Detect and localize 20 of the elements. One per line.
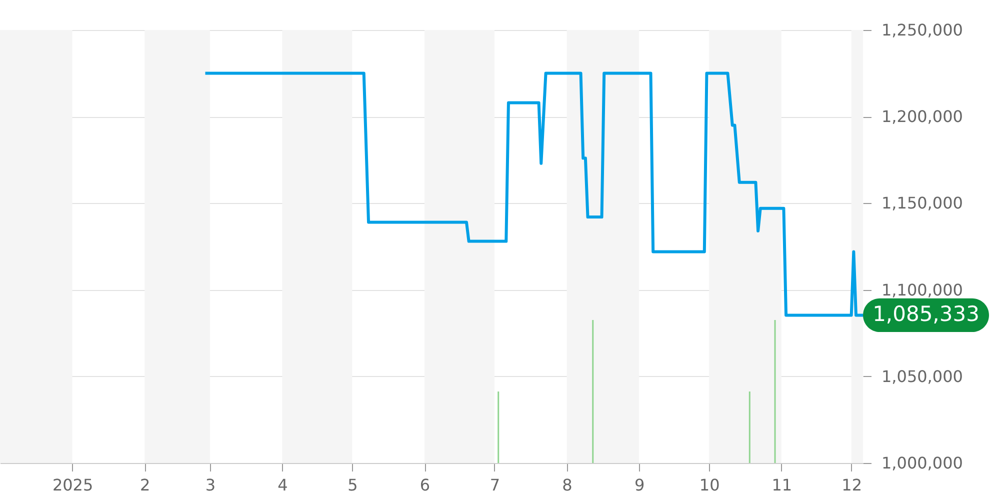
x-tick-label: 9: [634, 476, 645, 494]
x-tick-label: 7: [490, 476, 500, 494]
y-tick-label: 1,000,000: [882, 454, 963, 472]
y-tick-label: 1,100,000: [882, 280, 963, 300]
y-tick-label: 1,150,000: [882, 194, 963, 213]
y-tick-label: 1,200,000: [882, 107, 963, 126]
annotation: 1,085,333: [872, 302, 980, 326]
x-tick-label: 11: [772, 476, 792, 494]
x-tick-label: 3: [205, 476, 216, 494]
x-tick-label: 6: [420, 476, 430, 494]
x-tick-label: 10: [699, 476, 720, 494]
x-tick-label: 4: [278, 476, 288, 494]
x-tick-label: 2: [140, 476, 150, 494]
x-tick-label: 2025: [52, 476, 94, 494]
x-tick-label: 8: [562, 476, 572, 494]
y-tick-label: 1,050,000: [882, 366, 963, 386]
y-tick-label: 1,250,000: [882, 20, 963, 40]
x-tick-label: 12: [842, 476, 862, 494]
x-tick-label: 5: [348, 476, 358, 494]
line-series: [204, 72, 864, 317]
